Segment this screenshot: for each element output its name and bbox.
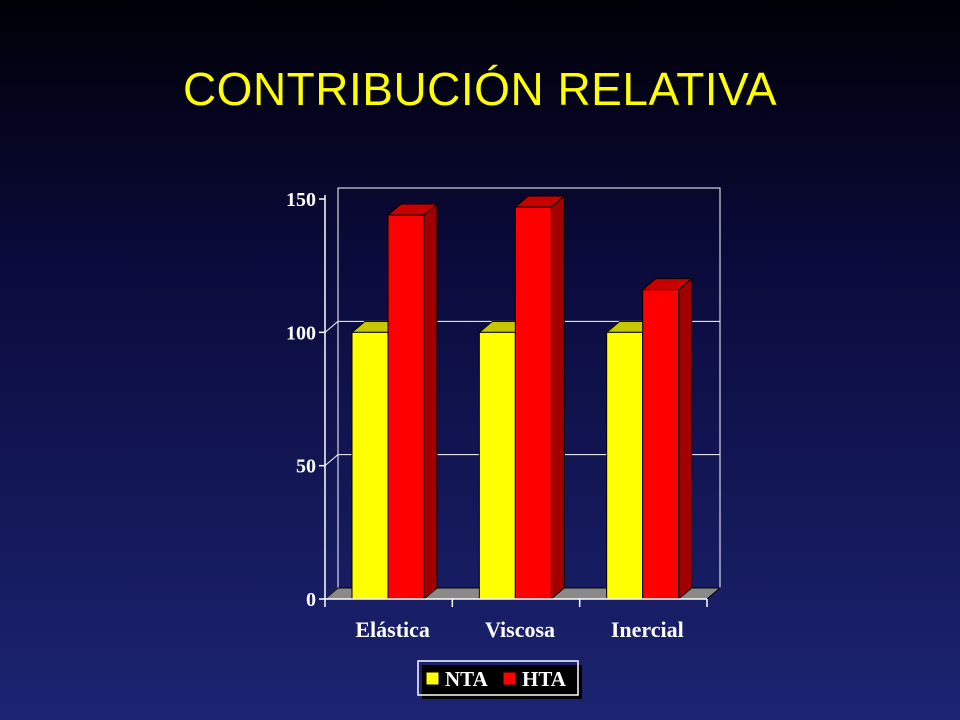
bar-hta-0 <box>386 202 439 601</box>
bar-front <box>642 289 680 600</box>
bar-front <box>478 331 516 600</box>
x-category-label: Inercial <box>611 617 684 642</box>
legend-shadow <box>422 665 582 699</box>
bar-front <box>606 331 644 600</box>
legend-label-hta: HTA <box>522 667 567 691</box>
x-category-label: Elástica <box>355 617 430 642</box>
bar-side <box>550 194 565 601</box>
bar-front <box>387 214 425 600</box>
bar-side <box>423 202 438 601</box>
legend-box <box>417 660 579 696</box>
bar-front <box>514 206 552 600</box>
y-axis: 0 50 100 150 <box>286 189 326 611</box>
slide-title: CONTRIBUCIÓN RELATIVA <box>182 63 778 115</box>
legend-swatch-hta <box>502 671 517 686</box>
legend-swatch-nta <box>425 671 440 686</box>
bar-hta-2 <box>641 277 694 601</box>
y-tick-label: 150 <box>286 189 316 211</box>
bar-side <box>678 277 693 601</box>
bars <box>350 194 694 601</box>
y-tick-label: 0 <box>306 589 316 611</box>
bar-front <box>351 331 389 600</box>
x-category-label: Viscosa <box>485 617 555 642</box>
gridline-diag <box>324 320 339 333</box>
bar-hta-1 <box>513 194 566 601</box>
y-tick-label: 50 <box>296 456 316 478</box>
x-axis: Elástica Viscosa Inercial <box>324 598 708 642</box>
gridline-diag <box>324 454 339 467</box>
legend-label-nta: NTA <box>445 667 489 691</box>
legend: NTA HTA <box>417 660 582 699</box>
y-tick-label: 100 <box>286 322 316 344</box>
